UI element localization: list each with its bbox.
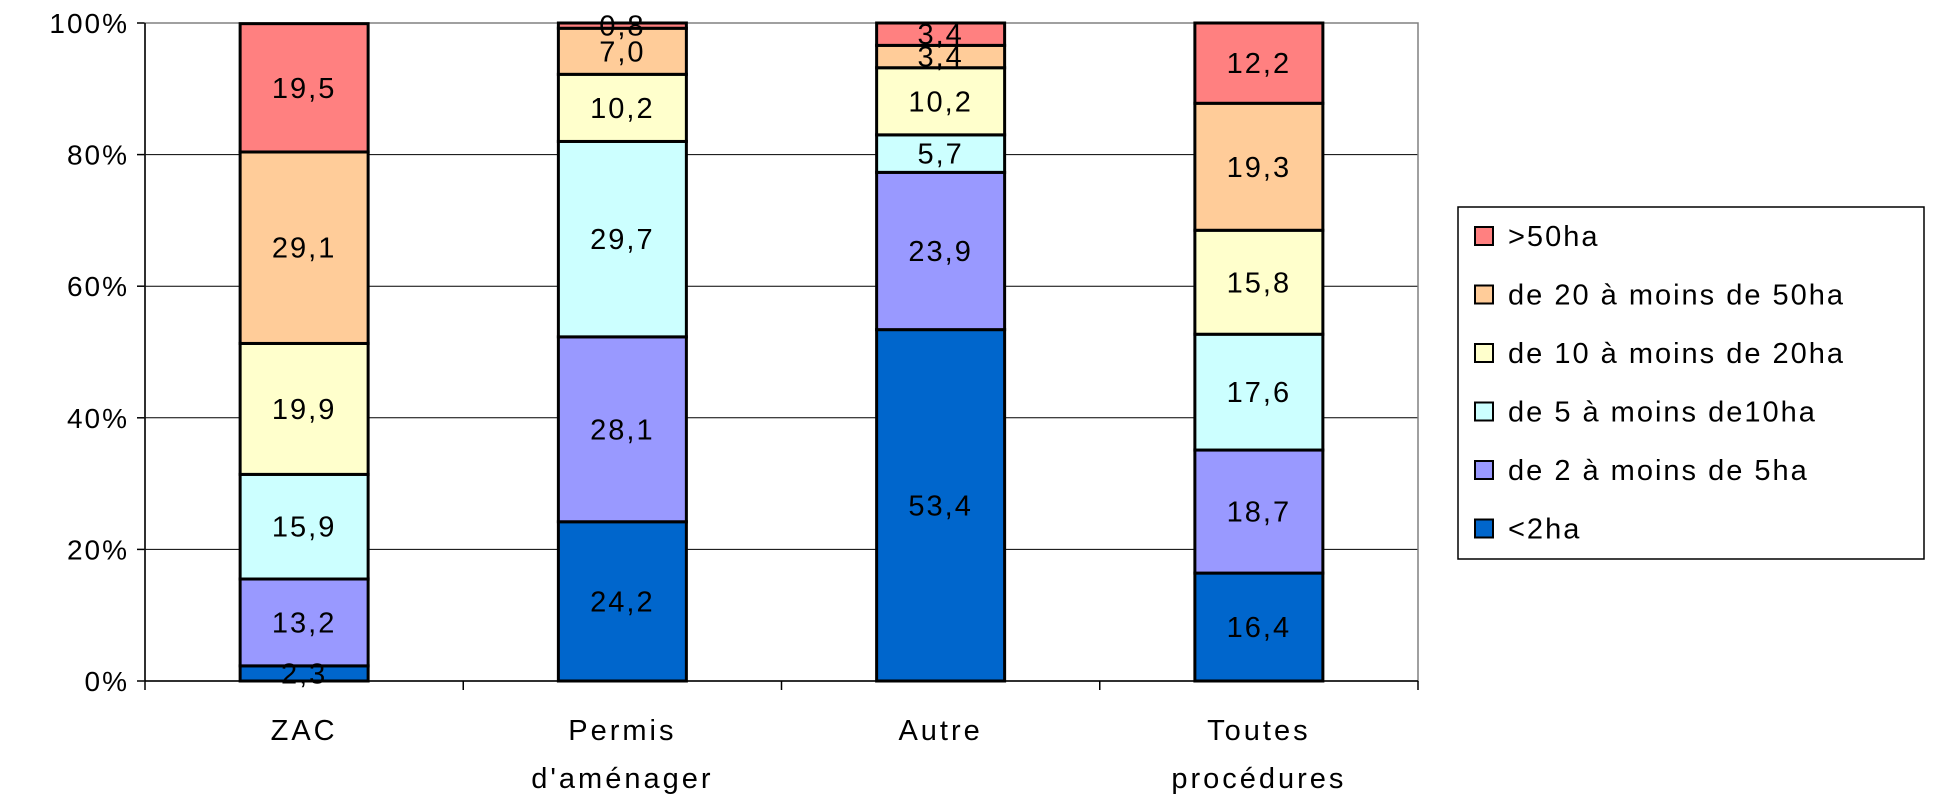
data-label: 7,0: [599, 36, 645, 68]
data-label: 24,2: [590, 586, 654, 618]
x-tick-label: Permis: [568, 715, 676, 747]
y-tick-label: 40%: [67, 403, 129, 434]
data-label: 3,4: [917, 19, 963, 51]
legend: >50ha de 20 à moins de 50ha de 10 à moins …: [1457, 206, 1925, 560]
data-label: 5,7: [917, 139, 963, 171]
data-label: 53,4: [908, 490, 972, 522]
legend-swatch: [1474, 518, 1494, 539]
bar-segment: [238, 150, 370, 345]
bar-segment: [556, 139, 688, 339]
data-label: 3,4: [917, 42, 963, 74]
data-label: 23,9: [908, 236, 972, 268]
legend-label: de 10 à moins de 20ha: [1508, 338, 1845, 370]
data-label: 13,2: [272, 607, 336, 639]
bar-segment: [1193, 332, 1325, 452]
data-label: 29,1: [272, 233, 336, 265]
bar-segment: [238, 472, 370, 581]
y-tick-label: 20%: [67, 534, 129, 565]
bar-segment: [238, 22, 370, 154]
bar-segment: [238, 577, 370, 668]
legend-swatch: [1474, 460, 1494, 480]
data-label: 15,9: [272, 512, 336, 544]
legend-swatch: [1474, 401, 1494, 422]
data-label: 16,4: [1227, 612, 1291, 644]
data-label: 29,7: [590, 224, 654, 256]
legend-label: de 20 à moins de 50ha: [1508, 280, 1845, 312]
data-label: 19,9: [272, 394, 336, 426]
y-tick-label: 60%: [67, 271, 129, 302]
bar-segment: [1193, 448, 1325, 575]
data-label: 19,5: [272, 73, 336, 105]
bar-segment: [875, 328, 1007, 683]
legend-label: de 2 à moins de 5ha: [1508, 455, 1809, 487]
bar-segment: [875, 21, 1007, 47]
data-label: 15,8: [1227, 267, 1291, 299]
bar-segment: [556, 335, 688, 524]
bar-segment: [556, 26, 688, 76]
legend-swatch: [1474, 343, 1494, 363]
x-tick-label: procédures: [1171, 763, 1346, 794]
legend-label: de 5 à moins de10ha: [1508, 397, 1817, 429]
legend-swatch: [1474, 284, 1494, 305]
bar-segment: [1193, 21, 1325, 105]
x-tick-label: Autre: [898, 715, 982, 747]
x-tick-label: Toutes: [1207, 715, 1310, 747]
x-tick-label: ZAC: [271, 715, 338, 747]
y-tick-label: 100%: [49, 8, 129, 39]
y-tick-label: 0%: [85, 666, 129, 697]
data-label: 12,2: [1227, 48, 1291, 80]
bar-segment: [875, 66, 1007, 137]
legend-swatch: [1474, 226, 1494, 246]
legend-label: >50ha: [1508, 221, 1599, 253]
bar-segment: [875, 170, 1007, 332]
data-label: 2,3: [281, 658, 327, 690]
data-label: 19,3: [1227, 152, 1291, 184]
bar-segment: [238, 341, 370, 476]
data-label: 28,1: [590, 414, 654, 446]
bar-segment: [556, 72, 688, 143]
bars: [238, 21, 1325, 683]
data-label: 10,2: [590, 93, 654, 125]
legend-box: [1457, 206, 1925, 560]
data-label: 18,7: [1227, 497, 1291, 529]
x-tick-label: d'aménager: [531, 763, 713, 794]
data-labels: 2,3 13,2 15,9 19,9 29,1 19,5 24,2 28,1 29,7 10,2 7…: [272, 11, 1291, 691]
data-label: 10,2: [908, 86, 972, 118]
bar-segment: [556, 520, 688, 683]
bar-segment: [1193, 571, 1325, 683]
y-tick-label: 80%: [67, 140, 129, 171]
legend-label: <2ha: [1508, 514, 1581, 546]
bar-segment: [556, 21, 688, 30]
data-label: 17,6: [1227, 377, 1291, 409]
data-label: 0,8: [599, 11, 645, 43]
